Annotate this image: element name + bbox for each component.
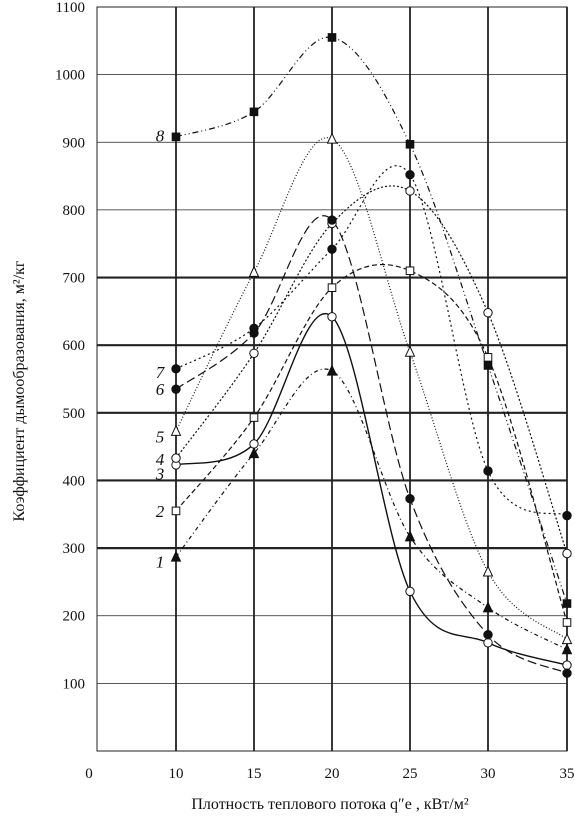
series-5-point-25 bbox=[404, 345, 416, 357]
series-7-point-30 bbox=[483, 466, 493, 476]
series-5-point-35 bbox=[561, 632, 573, 645]
series-6-point-30 bbox=[483, 629, 493, 640]
series-8-point-25 bbox=[405, 140, 415, 149]
series-6-point-35 bbox=[562, 668, 572, 678]
x-axis-title: Плотность теплового потока q″e , кВт/м² bbox=[191, 796, 468, 813]
x-tick-35: 35 bbox=[560, 766, 575, 782]
series-4-point-10 bbox=[171, 453, 181, 463]
series-label-2: 2 bbox=[156, 502, 165, 521]
series-3-point-25 bbox=[405, 586, 415, 597]
series-label-8: 8 bbox=[156, 127, 165, 146]
series-markers bbox=[170, 33, 573, 678]
x-tick-20: 20 bbox=[325, 766, 340, 782]
series-labels: 1 2 34 5 67 8 bbox=[155, 127, 166, 572]
series-4-point-25 bbox=[405, 186, 415, 196]
series-2-point-20 bbox=[327, 283, 337, 292]
series-1-point-35 bbox=[561, 643, 573, 655]
x-tick-30: 30 bbox=[481, 766, 496, 782]
series-3-point-15 bbox=[249, 439, 259, 449]
series-5-point-30 bbox=[482, 565, 494, 577]
series-label-3: 3 bbox=[155, 465, 165, 484]
series-3-point-30 bbox=[483, 638, 493, 648]
series-6-point-10 bbox=[171, 384, 181, 394]
series-4-point-35 bbox=[562, 548, 572, 559]
series-5-point-10 bbox=[170, 424, 182, 436]
y-tick-300: 300 bbox=[63, 541, 86, 557]
series-2-point-25 bbox=[405, 266, 415, 276]
series-label-5: 5 bbox=[156, 427, 165, 446]
y-tick-700: 700 bbox=[63, 271, 86, 287]
series-8-point-15 bbox=[249, 107, 259, 117]
series-4-point-15 bbox=[249, 348, 259, 358]
series-3-point-20 bbox=[327, 312, 337, 322]
y-tick-100: 100 bbox=[63, 676, 86, 692]
series-1-point-25 bbox=[404, 530, 416, 542]
y-tick-900: 900 bbox=[63, 135, 86, 151]
x-tick-15: 15 bbox=[247, 766, 262, 782]
series-7-point-35 bbox=[562, 510, 572, 521]
series-2-point-35 bbox=[562, 618, 572, 627]
series-7-point-15 bbox=[249, 323, 259, 333]
x-tick-0: 0 bbox=[85, 766, 93, 782]
series-5-line bbox=[175, 137, 568, 640]
series-7-line bbox=[175, 165, 568, 517]
series-1-point-30 bbox=[482, 601, 494, 613]
series-7-point-20 bbox=[327, 244, 337, 254]
series-6-point-20 bbox=[327, 215, 337, 225]
series-7-point-10 bbox=[171, 364, 181, 374]
y-tick-500: 500 bbox=[63, 406, 86, 422]
series-2-point-30 bbox=[483, 353, 493, 362]
series-1-point-15 bbox=[248, 446, 260, 459]
series-2-line bbox=[175, 264, 568, 623]
y-tick-400: 400 bbox=[63, 473, 86, 489]
series-6-point-25 bbox=[405, 494, 415, 504]
series-label-1: 1 bbox=[156, 553, 165, 572]
series-5-point-20 bbox=[326, 132, 338, 144]
y-tick-600: 600 bbox=[63, 338, 86, 354]
x-tick-25: 25 bbox=[403, 766, 418, 782]
series-label-4: 4 bbox=[156, 450, 165, 469]
x-tick-10: 10 bbox=[169, 766, 184, 782]
series-5-point-15 bbox=[248, 265, 260, 277]
series-8-point-20 bbox=[327, 33, 337, 42]
series-3-point-35 bbox=[562, 660, 572, 670]
series-8-point-10 bbox=[171, 132, 181, 142]
series-1-line bbox=[175, 368, 568, 651]
series-7-point-25 bbox=[405, 170, 415, 180]
series-4-point-30 bbox=[483, 308, 493, 318]
series-8-point-30 bbox=[483, 361, 493, 370]
series-2-point-15 bbox=[249, 413, 259, 422]
series-8-point-35 bbox=[562, 599, 572, 608]
series-1-point-20 bbox=[326, 364, 338, 376]
series-1-point-10 bbox=[170, 550, 182, 562]
y-axis-title: Коэффициент дымообразования, м²/кг bbox=[11, 260, 28, 521]
grid bbox=[96, 6, 568, 752]
series-4-line bbox=[175, 185, 568, 554]
series-label-7: 7 bbox=[156, 363, 166, 382]
y-tick-200: 200 bbox=[63, 609, 86, 625]
y-tick-800: 800 bbox=[63, 203, 86, 219]
series-label-6: 6 bbox=[156, 380, 165, 399]
series-8-line bbox=[175, 36, 568, 604]
series-curves bbox=[175, 36, 568, 674]
y-tick-1100: 1100 bbox=[56, 0, 85, 16]
series-2-point-10 bbox=[171, 506, 181, 516]
y-tick-1000: 1000 bbox=[55, 68, 85, 84]
